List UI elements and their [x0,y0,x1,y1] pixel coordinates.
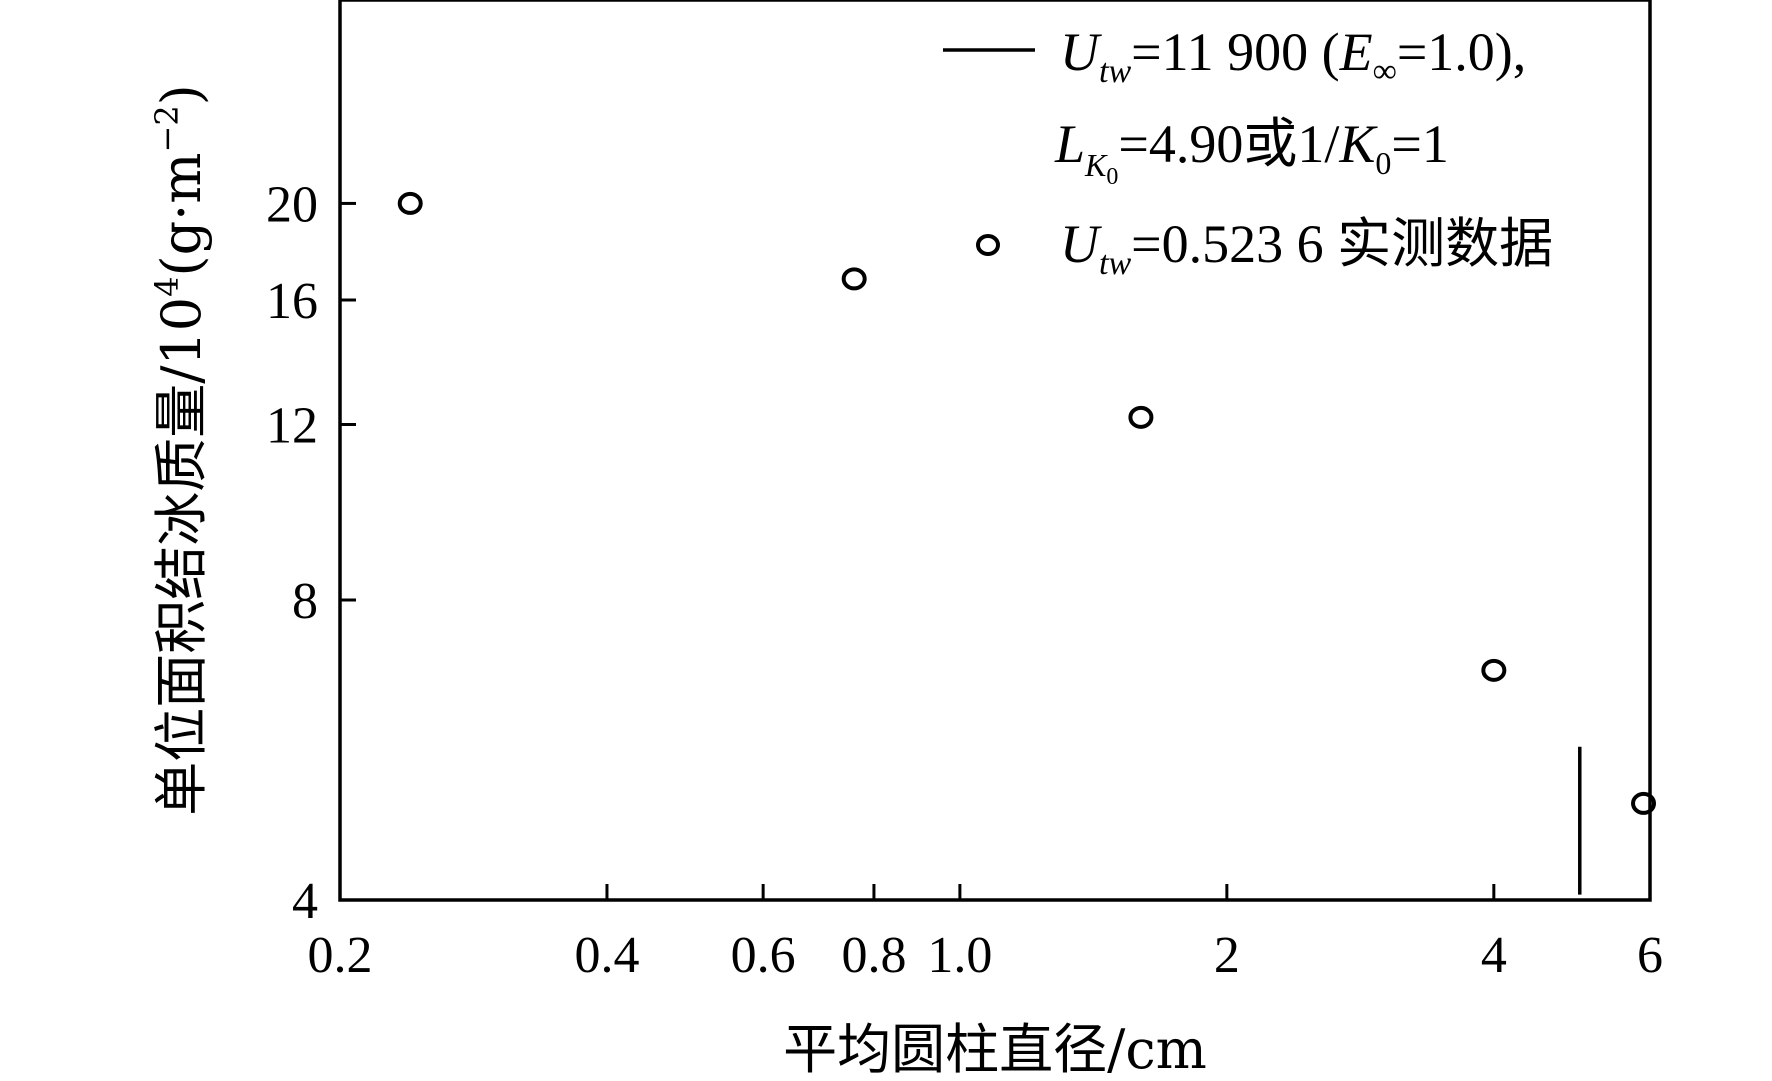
x-tick-label: 0.6 [731,927,796,984]
y-tick-label: 8 [292,573,318,630]
y-tick-label: 4 [292,873,318,930]
y-axis-title-unit: (g·m [150,152,213,276]
x-tick-label: 1.0 [927,927,992,984]
data-point [1128,405,1154,429]
y-tick-label: 20 [266,176,318,233]
y-axis-title-unit-exp: −2 [148,105,186,152]
svg-text:单位面积结冰质量/104(g·m−2): 单位面积结冰质量/104(g·m−2) [148,84,213,816]
legend-entry-line-2: LK0=4.90或1/K0=1 [1054,114,1449,190]
x-tick-label: 0.8 [841,927,906,984]
x-tick-label: 4 [1481,927,1507,984]
legend-entry-line-1: Utw=11 900 (E∞=1.0), [1060,22,1526,90]
y-axis-title-main: 单位面积结冰质量/10 [150,297,213,816]
y-axis-title-exp: 4 [148,277,186,297]
x-tick-label: 2 [1214,927,1240,984]
y-tick-label: 12 [266,398,318,455]
y-axis-title: 单位面积结冰质量/104(g·m−2) [148,84,213,816]
data-point [397,191,423,215]
y-axis-title-close: ) [150,84,213,105]
legend: Utw=11 900 (E∞=1.0), LK0=4.90或1/K0=1 Utw… [943,22,1553,282]
y-tick-label: 16 [266,273,318,330]
x-tick-label: 6 [1637,927,1663,984]
x-axis-title: 平均圆柱直径/cm [783,1018,1207,1081]
y-axis: 4 8 12 16 20 [266,176,356,930]
legend-entry-circle: Utw=0.523 6 实测数据 [1060,214,1553,282]
plot-area [397,191,1657,895]
x-tick-label: 0.4 [574,927,639,984]
x-tick-label: 0.2 [308,927,373,984]
data-point [1631,791,1657,815]
data-point [841,267,867,291]
data-point [1481,658,1507,682]
x-axis: 0.2 0.4 0.6 0.8 1.0 2 4 6 [308,884,1663,984]
plot-frame [338,0,1652,902]
legend-circle-symbol [976,234,1000,256]
